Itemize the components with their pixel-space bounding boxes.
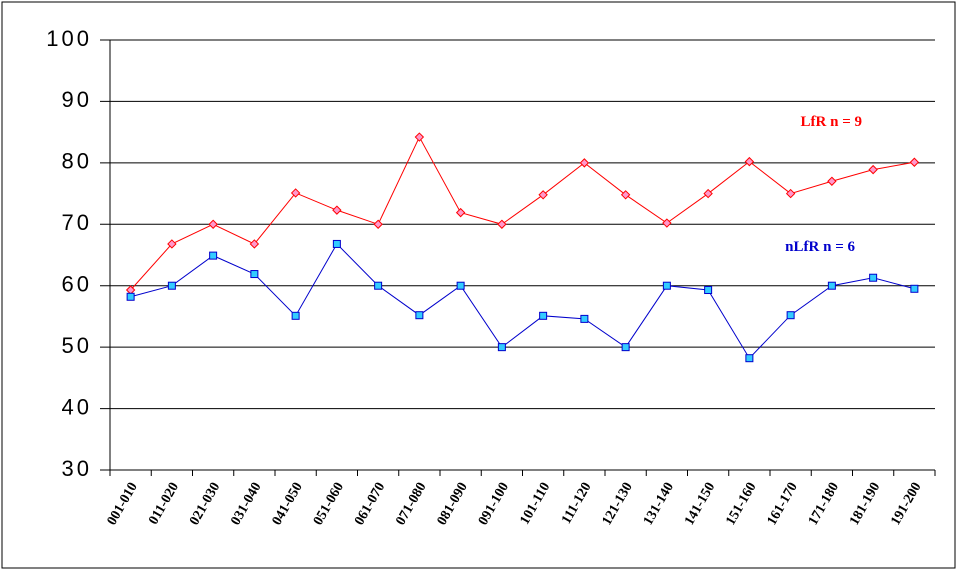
data-point	[414, 132, 425, 142]
data-point	[208, 219, 218, 229]
data-point	[704, 286, 713, 295]
data-point	[374, 281, 383, 290]
data-point	[332, 239, 341, 248]
data-point	[497, 343, 506, 352]
y-tick-label: 50	[62, 333, 92, 358]
data-point	[455, 207, 466, 218]
y-tick-label: 80	[62, 149, 92, 174]
y-tick-label: 40	[62, 394, 92, 419]
data-point	[785, 188, 796, 199]
series-line	[130, 135, 915, 291]
data-point	[827, 281, 836, 290]
data-point	[332, 205, 342, 215]
data-point	[621, 343, 630, 352]
legend-label: nLfR n = 6	[785, 239, 855, 255]
data-point	[538, 190, 548, 200]
data-point	[209, 251, 218, 260]
data-point	[580, 314, 589, 323]
data-point	[249, 239, 260, 249]
data-point	[497, 219, 507, 229]
data-point	[868, 164, 878, 175]
data-point	[291, 311, 300, 320]
data-point	[126, 292, 135, 301]
data-point	[662, 281, 671, 290]
data-point	[745, 354, 754, 363]
data-point	[620, 190, 631, 200]
y-tick-label: 90	[62, 87, 92, 112]
y-tick-label: 70	[62, 210, 92, 235]
y-tick-label: 60	[62, 272, 92, 297]
data-point	[909, 157, 920, 167]
data-point	[250, 270, 259, 279]
data-point	[167, 239, 177, 249]
data-point	[456, 281, 465, 290]
data-point	[744, 156, 755, 167]
data-point	[786, 311, 795, 320]
data-point	[373, 219, 383, 229]
data-point	[910, 284, 919, 293]
data-point	[539, 311, 548, 320]
legend-label: LfR n = 9	[801, 114, 862, 130]
data-point	[869, 273, 878, 282]
data-point	[415, 311, 424, 320]
data-point	[662, 218, 672, 228]
series-line	[130, 243, 915, 360]
data-point	[167, 281, 176, 290]
data-point	[827, 176, 837, 186]
data-point	[579, 158, 590, 168]
data-point	[290, 188, 301, 198]
y-tick-label: 30	[62, 456, 92, 481]
y-tick-label: 100	[46, 26, 92, 51]
data-point	[703, 188, 713, 199]
